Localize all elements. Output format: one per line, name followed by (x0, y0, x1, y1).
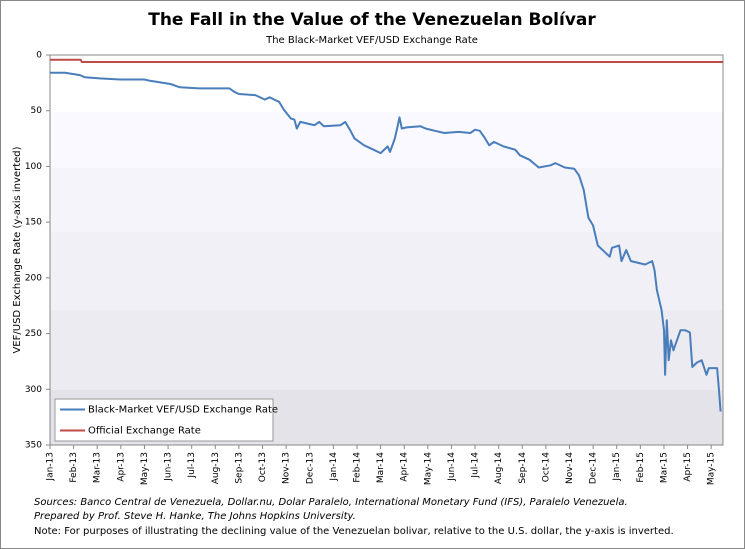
x-tick-label: Jan-13 (46, 452, 56, 482)
x-tick-label: Jan-14 (329, 452, 339, 482)
author-note: Prepared by Prof. Steve H. Hanke, The Jo… (34, 511, 356, 522)
plot-area (49, 54, 724, 446)
x-tick-label: Dec-13 (305, 452, 315, 484)
x-tick-label: Sep-13 (234, 452, 244, 484)
x-tick-label: Nov-13 (282, 452, 292, 484)
source-note: Sources: Banco Central de Venezuela, Dol… (34, 497, 628, 508)
axis-note: Note: For purposes of illustrating the d… (34, 526, 674, 537)
y-tick-label: 200 (25, 273, 42, 283)
y-tick-label: 50 (31, 106, 43, 116)
x-tick-label: Feb-15 (636, 452, 646, 483)
legend-label: Official Exchange Rate (88, 426, 201, 437)
background-band (50, 232, 723, 310)
y-tick-label: 250 (25, 329, 42, 339)
x-tick-label: Jul-13 (187, 452, 197, 479)
y-tick-label: 350 (25, 441, 42, 451)
x-tick-label: Jul-14 (471, 452, 481, 479)
x-tick-label: Apr-14 (400, 452, 410, 482)
x-tick-label: Mar-15 (659, 452, 669, 483)
y-tick-label: 100 (25, 162, 42, 172)
y-tick-label: 300 (25, 385, 42, 395)
x-tick-label: Aug-13 (211, 452, 221, 484)
x-tick-label: Apr-15 (683, 452, 693, 482)
background-band (50, 112, 723, 168)
legend-label: Black-Market VEF/USD Exchange Rate (88, 405, 278, 416)
x-tick-label: May-13 (140, 452, 150, 485)
x-tick-label: Oct-14 (541, 452, 551, 483)
chart-subtitle: The Black-Market VEF/USD Exchange Rate (265, 35, 478, 46)
x-tick-label: Nov-14 (565, 452, 575, 484)
x-tick-label: Feb-14 (352, 452, 362, 483)
y-tick-label: 150 (25, 218, 42, 228)
x-tick-label: Oct-13 (258, 452, 268, 482)
background-band (50, 168, 723, 232)
x-tick-label: Jun-14 (447, 452, 457, 482)
y-tick-label: 0 (36, 51, 42, 61)
x-tick-label: Mar-13 (93, 452, 103, 483)
x-tick-label: Jun-13 (164, 452, 174, 482)
series-line (50, 58, 723, 63)
x-tick-label: Mar-14 (376, 452, 386, 483)
series-line (50, 71, 722, 412)
x-tick-label: Aug-14 (494, 452, 504, 485)
x-tick-label: Apr-13 (116, 452, 126, 482)
x-tick-label: Sep-14 (518, 452, 528, 484)
x-tick-label: Jan-15 (612, 452, 622, 482)
y-axis-label: VEF/USD Exchange Rate (y-axis inverted) (12, 146, 23, 353)
x-tick-label: Feb-13 (69, 452, 79, 483)
x-tick-label: May-14 (423, 452, 433, 485)
legend-box (54, 398, 274, 442)
x-tick-label: Dec-14 (589, 452, 599, 484)
chart-title: The Fall in the Value of the Venezuelan … (148, 10, 596, 30)
x-tick-label: May-15 (707, 452, 717, 485)
background-band (50, 310, 723, 390)
